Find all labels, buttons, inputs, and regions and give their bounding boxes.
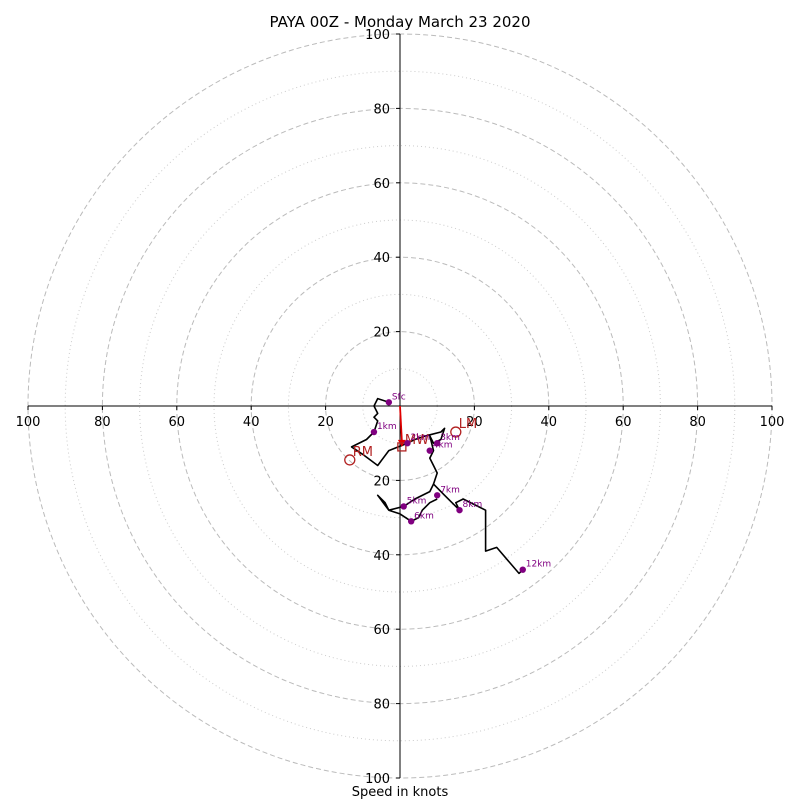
height-marker-3km [434,440,441,447]
height-marker-7km [434,492,441,499]
height-marker-12km [519,566,526,573]
x-tick-label: 60 [615,415,632,430]
height-label-12km: 12km [526,560,551,570]
y-tick-label: 40 [373,549,390,564]
x-tick-label: 100 [760,415,785,430]
height-marker-5km [400,503,407,510]
y-tick-label: 100 [365,28,390,43]
left-mover-label: LM [459,417,477,432]
x-axis-label: Speed in knots [352,785,449,800]
hodograph-line-branch [376,483,438,523]
y-tick-label: 60 [373,177,390,192]
height-marker-6km [407,518,415,525]
y-tick-label: 20 [373,474,390,489]
x-tick-label: 20 [317,415,334,430]
tick-labels: 100 80 60 40 20 20 40 60 80 100 100 80 60 40 20 20 40 60 8… [16,28,785,787]
x-tick-label: 80 [94,415,111,430]
height-label-7km: 7km [440,485,460,495]
chart-title: PAYA 00Z - Monday March 23 2020 [269,13,530,31]
height-label-5km: 5km [407,496,427,506]
storm-vector-line [399,405,403,441]
storm-motion: RM LM MW [344,405,477,466]
left-mover-marker [450,426,462,438]
height-label-4km: 4km [433,441,453,451]
height-label-2km: 2km [410,433,430,443]
y-tick-label: 20 [373,326,390,341]
height-label-8km: 8km [463,500,483,510]
right-mover-label: RM [353,445,373,460]
height-marker-8km [456,506,463,514]
y-tick-label: 80 [373,698,390,713]
x-tick-label: 80 [689,415,706,430]
x-tick-label: 60 [169,415,186,430]
y-tick-label: 60 [373,623,390,638]
x-tick-label: 100 [16,415,41,430]
height-marker-1km [370,428,378,436]
x-tick-label: 20 [466,415,483,430]
height-label-3km: 3km [440,433,460,443]
y-tick-label: 80 [373,102,390,117]
height-label-6km: 6km [414,511,434,521]
mean-wind-marker [397,442,407,452]
height-label-Sfc: Sfc [392,392,406,402]
height-marker-4km [426,447,433,454]
y-tick-label: 100 [365,772,390,787]
right-mover-marker [344,454,356,466]
x-tick-label: 40 [541,415,558,430]
height-label-1km: 1km [377,422,397,432]
mean-wind-label: MW [405,433,429,448]
height-marker-Sfc [385,399,393,406]
y-tick-label: 40 [373,251,390,266]
height-marker-2km [404,440,411,447]
x-tick-label: 40 [243,415,260,430]
